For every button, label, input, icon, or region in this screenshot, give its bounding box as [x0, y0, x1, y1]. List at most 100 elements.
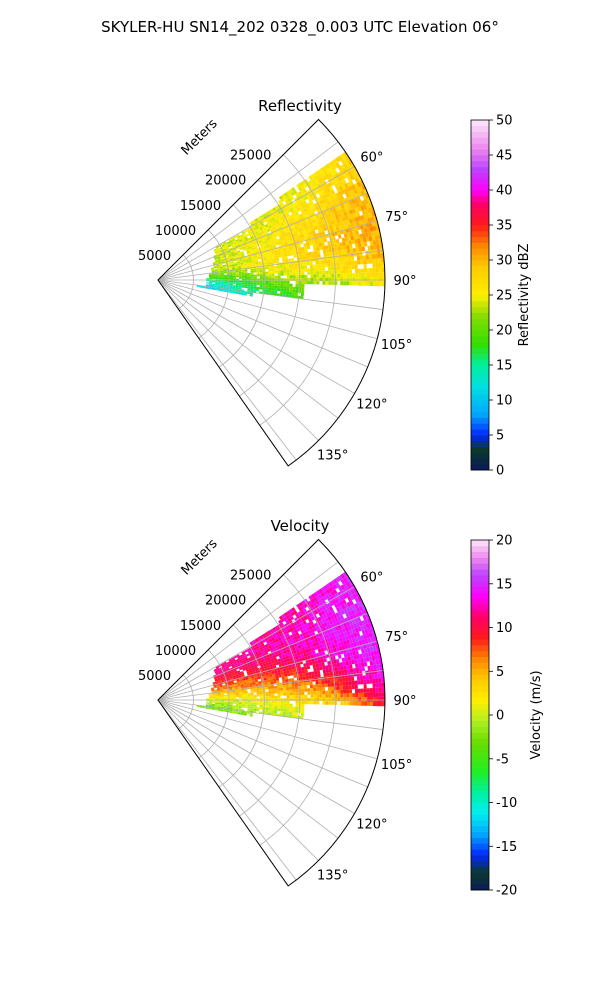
echo-gate	[361, 653, 366, 658]
echo-gate	[331, 701, 335, 705]
echo-gate	[232, 690, 236, 693]
echo-gate	[300, 605, 305, 610]
echo-gate	[292, 289, 296, 293]
echo-gate	[332, 589, 338, 595]
echo-gate	[244, 702, 248, 705]
echo-gate	[296, 634, 301, 639]
echo-gate	[315, 641, 320, 646]
echo-gate	[337, 222, 342, 227]
echo-gate	[215, 702, 219, 705]
echo-gate	[231, 682, 235, 685]
echo-gate	[294, 612, 300, 618]
echo-gate	[254, 651, 259, 655]
echo-gate	[262, 253, 267, 257]
echo-gate	[218, 701, 222, 704]
echo-gate	[229, 676, 233, 679]
echo-gate	[269, 243, 273, 247]
echo-gate	[209, 280, 213, 282]
colorbar-band	[471, 738, 489, 745]
echo-gate	[308, 671, 312, 676]
echo-gate	[352, 641, 357, 647]
echo-gate	[348, 629, 354, 635]
echo-gate	[378, 692, 382, 697]
echo-gate	[247, 282, 251, 285]
echo-gate	[208, 693, 212, 695]
echo-gate	[303, 666, 308, 670]
echo-gate	[304, 611, 309, 616]
radial-gridline	[157, 640, 378, 701]
echo-gate	[344, 644, 349, 650]
echo-gate	[350, 163, 356, 170]
echo-gate	[320, 203, 326, 209]
echo-gate	[304, 203, 309, 208]
echo-gate	[246, 291, 251, 295]
echo-gate	[318, 212, 323, 218]
echo-gate	[372, 660, 377, 666]
echo-gate	[347, 625, 352, 631]
echo-gate	[217, 677, 221, 680]
echo-gate	[358, 220, 363, 226]
echo-gate	[300, 682, 304, 686]
echo-gate	[368, 674, 373, 680]
echo-gate	[214, 257, 218, 260]
echo-gate	[274, 710, 278, 714]
echo-gate	[318, 231, 323, 237]
echo-gate	[246, 249, 250, 252]
echo-gate	[335, 658, 340, 664]
echo-gate	[314, 660, 319, 665]
colorbar-band	[471, 260, 489, 267]
echo-gate	[267, 222, 271, 227]
echo-gate	[280, 291, 284, 294]
echo-gate	[350, 676, 355, 681]
echo-gate	[297, 644, 302, 649]
echo-gate	[337, 277, 341, 282]
colorbar-band	[471, 295, 489, 302]
echo-gate	[251, 247, 256, 251]
echo-gate	[283, 250, 287, 255]
echo-gate	[268, 710, 272, 713]
echo-gate	[232, 692, 236, 695]
echo-gate	[337, 586, 343, 592]
echo-gate	[295, 620, 300, 625]
echo-gate	[289, 275, 293, 279]
echo-gate	[375, 659, 380, 665]
echo-gate	[341, 604, 346, 610]
echo-gate	[275, 218, 279, 223]
echo-gate	[251, 680, 256, 683]
echo-gate	[325, 173, 330, 179]
echo-gate	[233, 235, 238, 239]
echo-gate	[292, 698, 296, 701]
echo-gate	[237, 235, 241, 239]
echo-gate	[236, 280, 239, 283]
echo-gate	[309, 264, 313, 269]
echo-gate	[289, 627, 294, 632]
echo-gate	[264, 667, 268, 671]
echo-gate	[286, 628, 291, 633]
echo-gate	[215, 701, 219, 703]
echo-gate	[337, 616, 342, 621]
echo-gate	[214, 259, 219, 262]
echo-gate	[250, 702, 254, 705]
echo-gate	[243, 711, 248, 714]
echo-gate	[340, 589, 345, 596]
colorbar-band	[471, 365, 489, 372]
echo-gate	[218, 276, 222, 278]
echo-gate	[213, 266, 217, 269]
echo-gate	[259, 707, 263, 710]
echo-gate	[298, 618, 303, 624]
colorbar-band	[471, 645, 489, 652]
echo-gate	[253, 649, 258, 653]
echo-gate	[223, 290, 227, 292]
echo-gate	[227, 276, 230, 278]
echo-gate	[306, 652, 310, 657]
echo-gate	[349, 277, 353, 282]
echo-gate	[271, 700, 275, 704]
echo-gate	[343, 693, 347, 698]
echo-gate	[332, 235, 336, 241]
echo-gate	[214, 704, 218, 706]
echo-gate	[301, 271, 305, 275]
echo-gate	[313, 247, 317, 252]
echo-gate	[330, 640, 335, 645]
echo-gate	[297, 244, 301, 249]
colorbar-tick-label: 0	[496, 709, 504, 724]
